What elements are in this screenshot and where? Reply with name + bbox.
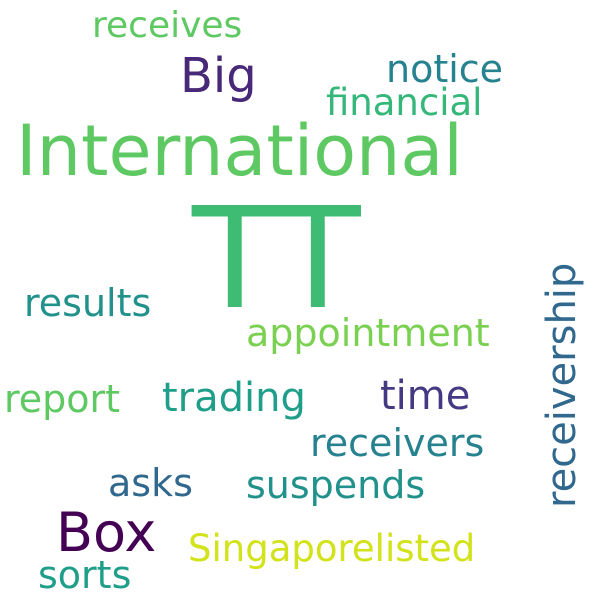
word-singaporelisted: Singaporelisted	[188, 527, 476, 570]
word-big: Big	[180, 48, 257, 104]
word-trading: trading	[162, 375, 306, 421]
word-international: International	[16, 110, 463, 192]
word-asks: asks	[108, 461, 193, 505]
word-appointment: appointment	[246, 311, 490, 355]
word-box: Box	[56, 501, 157, 564]
word-report: report	[4, 377, 121, 421]
word-time: time	[380, 373, 471, 419]
word-receives: receives	[92, 5, 243, 46]
word-tt: TT	[192, 178, 361, 341]
word-suspends: suspends	[246, 463, 426, 507]
word-results: results	[24, 281, 152, 325]
word-sorts: sorts	[38, 553, 132, 597]
word-financial: financial	[326, 81, 483, 124]
word-receivership: receivership	[539, 262, 585, 508]
word-receivers: receivers	[310, 421, 485, 465]
word-notice: notice	[386, 47, 504, 91]
